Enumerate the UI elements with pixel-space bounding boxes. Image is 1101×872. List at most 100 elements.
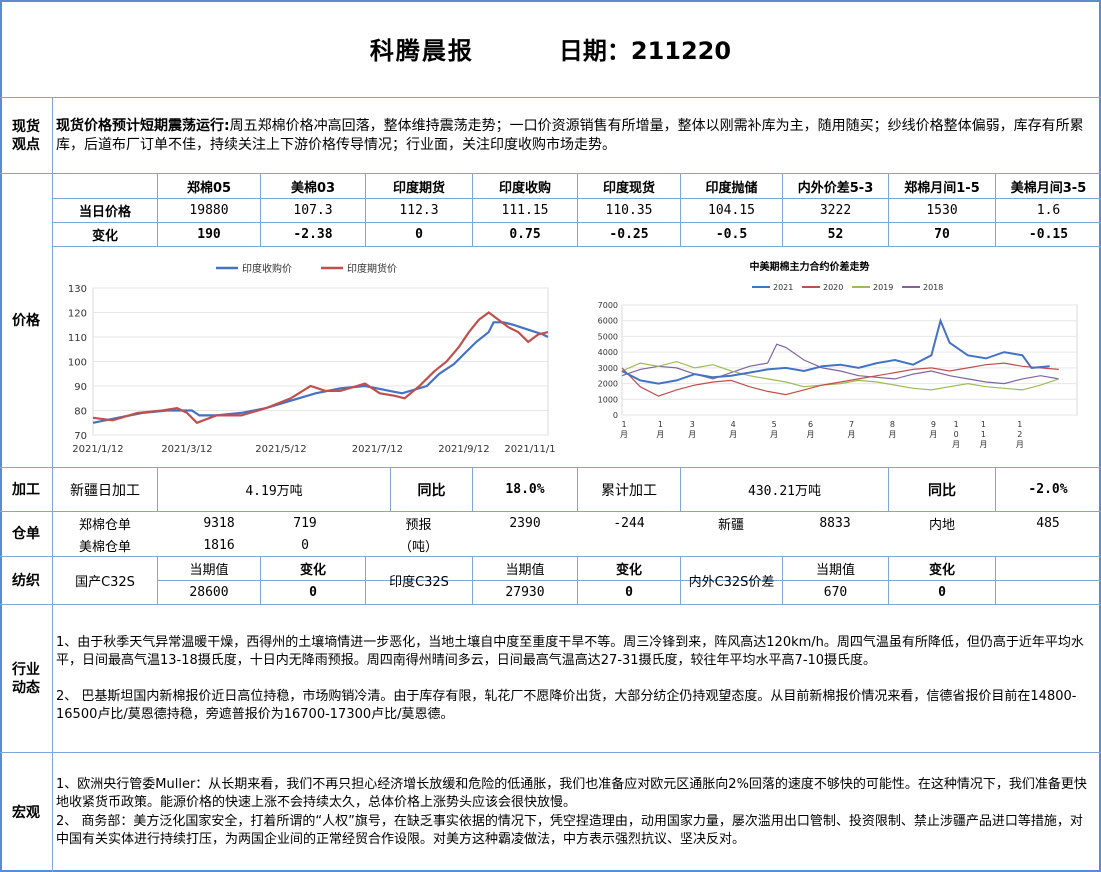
y-tick-label: 6000: [598, 317, 618, 326]
legend-label: 印度收购价: [242, 262, 292, 275]
legend-label: 2019: [873, 283, 893, 292]
y-tick-label: 4000: [598, 348, 618, 357]
price-change-cell: 0: [415, 226, 423, 242]
series-line: [621, 317, 1050, 385]
macro-paragraph-2: 2、 商务部：美方泛化国家安全，打着所谓的“人权”旗号，在缺乏事实依据的情况下，…: [56, 814, 1083, 847]
price-value-cell: 104.15: [708, 202, 755, 218]
textile-dom-chg-label: 变化: [299, 563, 326, 578]
price-value-cell: 112.3: [399, 202, 439, 218]
y-tick-label: 100: [68, 358, 87, 369]
y-tick-label: 120: [68, 309, 87, 320]
report-header: 科腾晨报 日期：211220: [0, 0, 1101, 97]
process-yoy-value: 18.0%: [505, 482, 545, 497]
warehouse-mm-label: 美棉仓单: [78, 539, 131, 555]
textile-spread-cur-label: 当期值: [815, 563, 855, 578]
textile-ind-change: 0: [625, 585, 633, 600]
y-tick-label: 0: [613, 411, 618, 420]
section-label-industry: 行业 动态: [12, 661, 40, 696]
y-tick-label: 80: [74, 407, 87, 418]
price-header-cell: 美棉03: [290, 180, 336, 196]
price-change-cell: -0.5: [715, 226, 748, 242]
textile-ind-label: 印度C32S: [389, 575, 449, 590]
x-tick-label: 2021/11/12: [504, 444, 556, 455]
y-tick-label: 5000: [598, 332, 618, 341]
industry-paragraph-1: 1、由于秋季天气异常温暖干燥，西得州的土壤墒情进一步恶化，当地土壤自中度至重度干…: [56, 635, 1084, 668]
report-title: 科腾晨报: [369, 37, 474, 65]
warehouse-mm-value: 1816: [203, 537, 235, 553]
price-value-cell: 111.15: [501, 202, 549, 218]
price-header-cell: 郑棉05: [186, 180, 232, 196]
series-line: [621, 362, 1059, 397]
textile-dom-label: 国产C32S: [75, 575, 135, 590]
textile-spread-value: 670: [823, 585, 848, 600]
price-value-cell: 107.3: [293, 202, 333, 218]
warehouse-zm-value: 9318: [203, 515, 235, 531]
warehouse-zm-change: 719: [293, 515, 317, 531]
process-yoy2-label: 同比: [928, 482, 956, 499]
spot-view-body: 周五郑棉价格冲高回落，整体维持震荡走势；一口价资源销售有所增量，整体以刚需补库为…: [56, 118, 1084, 153]
process-yoy2-value: -2.0%: [1028, 482, 1068, 497]
y-tick-label: 90: [74, 382, 87, 393]
process-xj-label: 新疆日加工: [70, 482, 140, 499]
price-value-cell: 3222: [819, 202, 852, 218]
warehouse-forecast-change: -244: [613, 515, 645, 531]
textile-ind-chg-label: 变化: [615, 563, 642, 578]
section-label-process: 加工: [12, 481, 40, 498]
price-change-cell: -0.25: [609, 226, 649, 242]
price-value-cell: 110.35: [605, 202, 653, 218]
price-value-cell: 1.6: [1036, 202, 1061, 218]
y-tick-label: 130: [68, 284, 87, 295]
price-header-cell: 内外价差5-3: [797, 180, 874, 196]
series-line: [621, 360, 1059, 391]
price-value-cell: 1530: [926, 202, 958, 218]
spot-view-text: 现货价格预计短期震荡运行:周五郑棉价格冲高回落，整体维持震荡走势；一口价资源销售…: [56, 117, 1088, 155]
price-header-cell: 印度期货: [392, 180, 445, 196]
warehouse-nd-value: 485: [1036, 515, 1060, 531]
price-change-cell: -2.38: [293, 226, 333, 242]
y-tick-label: 7000: [598, 301, 618, 310]
change-row-label: 变化: [91, 228, 118, 244]
textile-spread-label: 内外C32S价差: [688, 575, 775, 590]
price-header-cell: 印度收购: [498, 180, 551, 196]
india-price-chart: 70 80 90 100 110 120 130 2021/1/12 2021/3/12 2021…: [68, 262, 556, 455]
warehouse-forecast-value: 2390: [509, 515, 541, 531]
textile-spread-chg-label: 变化: [928, 563, 955, 578]
y-tick-label: 3000: [598, 364, 618, 373]
price-header-cell: 印度抛储: [705, 180, 758, 196]
process-yoy-label: 同比: [417, 482, 446, 499]
warehouse-nd-label: 内地: [928, 517, 955, 533]
price-change-cell: 0.75: [509, 226, 541, 242]
spread-chart: 中美期棉主力合约价差走势 2021 2020 2019 2018 0 1000 2000 300…: [598, 260, 1078, 449]
x-tick-label: 2021/3/12: [161, 444, 212, 455]
textile-ind-value: 27930: [505, 585, 545, 600]
series-line: [92, 311, 549, 425]
report-date: 日期：211220: [558, 37, 732, 65]
warehouse-xj-value: 8833: [819, 515, 851, 531]
warehouse-xj-label: 新疆: [717, 517, 744, 533]
price-header-cell: 郑棉月间1-5: [904, 180, 980, 196]
warehouse-zm-label: 郑棉仓单: [78, 517, 131, 533]
textile-dom-value: 28600: [189, 585, 229, 600]
x-tick-label: 2021/7/12: [352, 444, 403, 455]
price-value-cell: 19880: [189, 202, 229, 218]
legend-label: 印度期货价: [347, 262, 397, 275]
price-change-cell: -0.15: [1028, 226, 1069, 242]
legend-label: 2020: [823, 283, 843, 292]
price-header-cell: 印度现货: [602, 180, 655, 196]
spot-view-lead: 现货价格预计短期震荡运行:: [56, 118, 230, 134]
chart-title: 中美期棉主力合约价差走势: [750, 260, 870, 273]
price-change-cell: 52: [827, 226, 844, 242]
legend-label: 2018: [923, 283, 943, 292]
textile-dom-cur-label: 当期值: [189, 563, 229, 578]
